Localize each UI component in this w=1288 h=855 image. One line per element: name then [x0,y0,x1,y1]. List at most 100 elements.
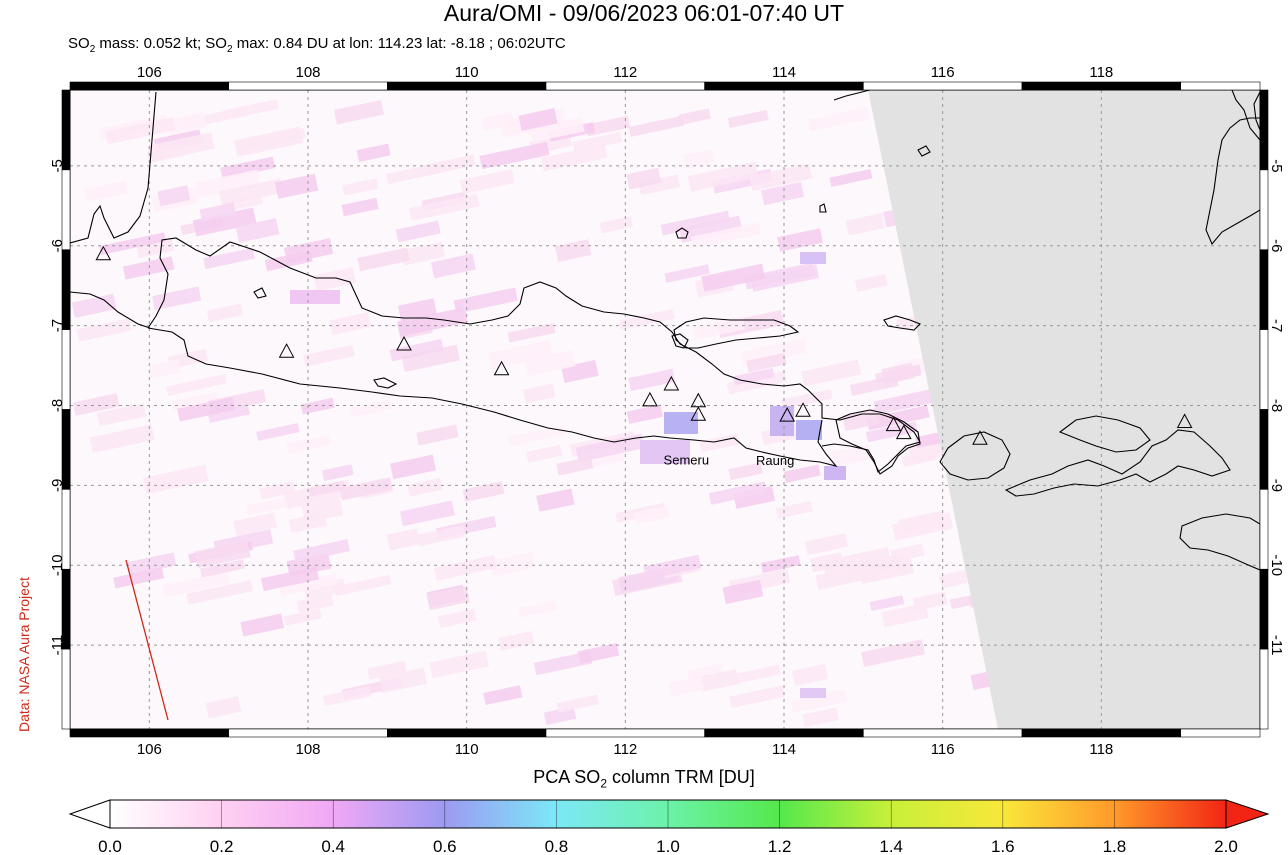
so2-pixel [256,423,300,441]
volcano-triangle-icon [642,391,658,407]
colorbar-tick-label: 2.0 [1214,837,1238,855]
colorbar-high-arrow [1225,799,1270,829]
coast-sumba [1179,513,1260,571]
no-data-region [868,90,1260,729]
so2-pixel [873,388,938,415]
so2-pixel [429,650,489,679]
colorbar-label-prefix: PCA SO [533,767,601,787]
lon-tick-label-bottom: 112 [613,741,637,758]
so2-pixel [205,696,242,719]
so2-pixel [395,220,441,243]
lat-tick-label-right: -6 [1268,239,1285,252]
coast-bawean [675,227,689,239]
coast-small-3 [671,333,689,349]
so2-pixel [416,424,459,446]
so2-pixel [668,675,705,697]
so2-pixel [386,528,420,551]
coast-sumatra [70,91,157,244]
colorbar-tick-label: 0.8 [545,837,569,855]
so2-pixel [235,218,280,243]
so2-summary-prefix: SO [68,35,90,52]
so2-pixel [523,383,556,404]
so2-pixel [874,364,922,383]
frame-bar-top [228,81,388,91]
so2-pixel [303,344,355,367]
coastlines [70,90,1260,571]
so2-pixel [192,207,257,237]
frame-bar-right [1259,568,1269,650]
frame-bar-bottom [1021,728,1181,738]
so2-pixel [781,389,833,410]
so2-pixel [783,464,821,483]
so2-pixel [633,505,671,525]
volcano-triangle-icon [1176,413,1193,428]
so2-pixel [690,222,762,249]
frame-bar-right [1259,329,1269,410]
so2-pixel [498,630,535,651]
coast-java-south [147,327,838,467]
volcano-triangle-icon [493,360,510,376]
map-tick-frame [61,81,1269,738]
frame-bar-top [1021,81,1181,91]
so2-pixel [556,456,594,476]
so2-pixel [804,533,848,556]
lon-tick-label-top: 118 [1089,64,1113,81]
frame-bar-top [545,81,705,91]
so2-pixel [342,178,379,196]
so2-pixel [822,547,892,578]
so2-pixel [628,115,684,137]
so2-pixel [246,497,288,516]
so2-pixel [206,303,243,323]
so2-enhanced-pixel [824,466,846,480]
orbit-track-line [125,559,169,721]
so2-enhanced-pixel [640,440,690,464]
frame-bar-top [704,81,864,91]
so2-pixel [701,263,766,292]
volcano-triangle-icon [779,407,796,422]
colorbar-tick-label: 0.0 [98,837,122,855]
so2-pixel-layer [71,99,1062,728]
colorbar-tick-label: 1.0 [656,837,680,855]
so2-pixel [264,250,313,272]
so2-pixel [749,163,813,192]
so2-pixel [699,669,740,692]
frame-bar-bottom [863,728,1023,738]
so2-pixel [891,512,953,541]
frame-bar-bottom [1180,728,1261,738]
lat-tick-label-left: -10 [49,554,66,576]
coast-kangean [883,315,921,331]
so2-pixel [699,433,740,453]
frame-bar-top [387,81,547,91]
volcano-triangle-icon [663,375,680,391]
so2-pixel [508,424,567,447]
so2-pixel [407,478,443,497]
lat-tick-label-right: -5 [1268,159,1285,172]
coast-sulawesi-2 [1205,117,1260,246]
so2-pixel [157,185,191,207]
lat-tick-label-right: -8 [1268,399,1285,412]
so2-pixel [389,339,444,362]
lat-tick-label-right: -9 [1268,479,1285,492]
lon-tick-label-bottom: 118 [1089,741,1113,758]
so2-pixel [148,358,182,379]
lon-tick-label-top: 106 [137,64,162,81]
coast-small-5 [819,203,827,213]
so2-pixel [186,580,254,605]
frame-bar-left [61,249,71,330]
coast-sumbawa-north [1058,415,1151,453]
so2-pixel [845,213,885,236]
lat-tick-label-left: -8 [49,399,66,412]
so2-pixel [390,454,436,480]
so2-pixel [199,559,245,578]
frame-bar-bottom [387,728,547,738]
so2-enhanced-pixel [290,290,340,304]
so2-pixel [437,608,477,628]
volcano-labels: Semeru Raung [664,452,795,468]
so2-pixel [283,608,322,626]
so2-pixel [339,477,393,501]
coast-lombok [939,431,1011,481]
so2-pixel [349,399,393,418]
so2-pixel [869,595,905,612]
volcano-triangle-icon [795,402,811,417]
frame-bar-left [61,409,71,490]
